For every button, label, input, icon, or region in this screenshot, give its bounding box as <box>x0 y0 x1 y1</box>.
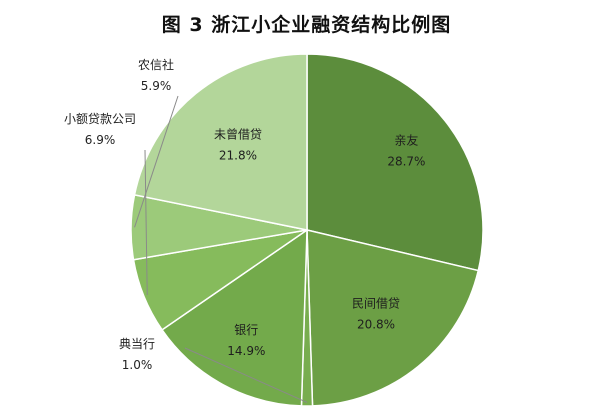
pie-slice-4 <box>161 228 308 407</box>
slice-label-4: 银行 <box>234 323 258 337</box>
slice-value-3: 1.0% <box>122 358 153 372</box>
leader-line-5 <box>144 149 148 296</box>
slice-label-3: 典当行 <box>119 337 155 351</box>
slice-value-2: 20.8% <box>357 318 395 332</box>
pie-slice-1 <box>306 53 484 272</box>
chart-title: 图 3 浙江小企业融资结构比例图 <box>161 14 452 36</box>
slice-label-7: 未曾借贷 <box>214 127 262 141</box>
slice-value-4: 14.9% <box>227 344 265 358</box>
slice-label-5: 小额贷款公司 <box>64 112 136 126</box>
slice-value-5: 6.9% <box>85 133 116 147</box>
slice-value-1: 28.7% <box>387 154 425 168</box>
slice-value-6: 5.9% <box>141 79 172 93</box>
slice-value-7: 21.8% <box>219 148 257 162</box>
slice-label-6: 农信社 <box>138 57 174 72</box>
slice-label-1: 亲友 <box>394 133 418 147</box>
leader-line-6 <box>134 95 179 228</box>
pie-slice-7 <box>133 53 308 231</box>
slice-label-2: 民间借贷 <box>352 297 400 311</box>
pie-slice-2 <box>306 229 480 407</box>
leader-line-3 <box>184 347 308 403</box>
